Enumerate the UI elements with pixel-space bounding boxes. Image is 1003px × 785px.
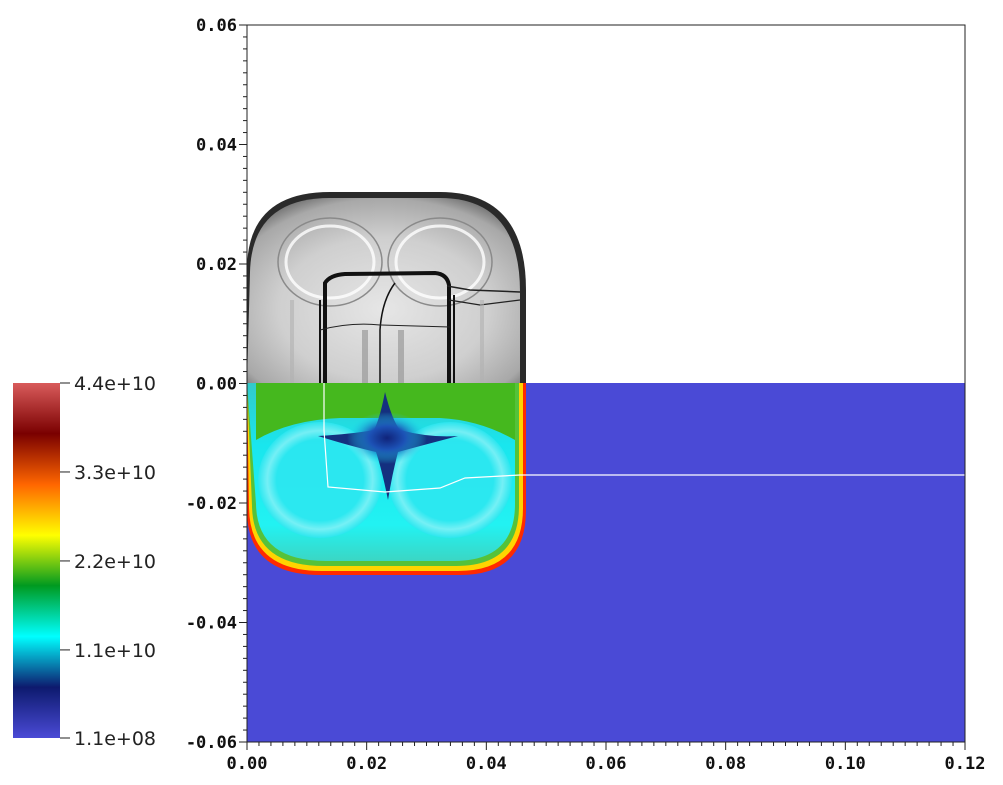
pseudocolor-bubble (247, 383, 965, 575)
y-tick-label: -0.04 (186, 614, 237, 634)
colorbar-gradient (13, 383, 60, 738)
y-tick-label: 0.04 (196, 136, 237, 156)
x-tick-label: 0.12 (945, 754, 986, 774)
x-tick-label: 0.00 (227, 754, 268, 774)
colorbar-label: 2.2e+10 (74, 551, 156, 573)
colorbar-label: 1.1e+08 (74, 728, 156, 750)
colorbar-label: 4.4e+10 (74, 373, 156, 395)
schlieren-bubble (247, 192, 526, 383)
y-tick-label: 0.06 (196, 16, 237, 36)
x-axis: 0.00 0.02 0.04 0.06 0.08 0.10 0.12 (227, 742, 986, 774)
y-tick-label: 0.02 (196, 255, 237, 275)
x-tick-label: 0.04 (466, 754, 507, 774)
y-tick-label: 0.00 (196, 375, 237, 395)
y-tick-label: -0.06 (186, 733, 237, 753)
x-tick-label: 0.02 (346, 754, 387, 774)
colorbar-label: 1.1e+10 (74, 640, 156, 662)
y-axis: 0.06 0.04 0.02 0.00 -0.02 -0.04 -0.06 (186, 16, 247, 753)
x-tick-label: 0.06 (586, 754, 627, 774)
colorbar: 4.4e+10 3.3e+10 2.2e+10 1.1e+10 1.1e+08 (13, 373, 156, 750)
x-tick-label: 0.10 (825, 754, 866, 774)
y-tick-label: -0.02 (186, 494, 237, 514)
x-tick-label: 0.08 (705, 754, 746, 774)
colorbar-label: 3.3e+10 (74, 462, 156, 484)
